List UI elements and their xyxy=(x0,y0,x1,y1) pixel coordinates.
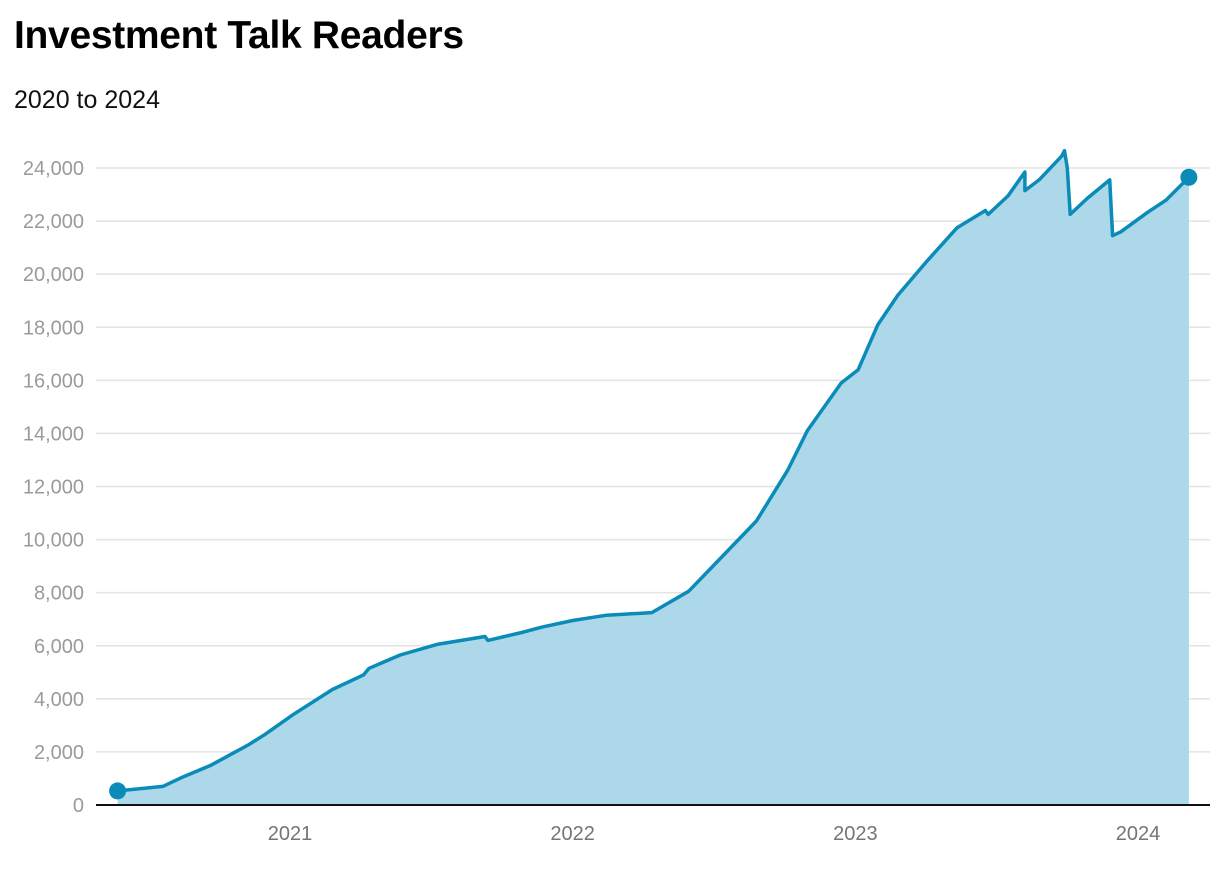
y-axis-ticks: 0 2,000 4,000 6,000 8,000 10,000 12,000 14,000 1… xyxy=(23,158,84,817)
y-tick-label: 8,000 xyxy=(34,583,84,605)
x-tick-label: 2023 xyxy=(833,823,878,845)
y-tick-label: 22,000 xyxy=(23,211,84,233)
area-fill xyxy=(117,150,1189,805)
x-tick-label: 2024 xyxy=(1116,823,1161,845)
endpoint-markers xyxy=(109,168,1198,800)
chart-subtitle: 2020 to 2024 xyxy=(14,86,160,114)
y-tick-label: 24,000 xyxy=(23,158,84,180)
series-line xyxy=(117,148,1191,793)
x-tick-label: 2021 xyxy=(268,823,313,845)
y-tick-label: 0 xyxy=(73,795,84,817)
y-tick-label: 6,000 xyxy=(34,636,84,658)
chart-title: Investment Talk Readers xyxy=(14,14,464,57)
y-tick-label: 2,000 xyxy=(34,742,84,764)
x-axis-ticks: 2021 2022 2023 2024 xyxy=(268,823,1161,845)
y-tick-label: 14,000 xyxy=(23,423,84,445)
x-tick-label: 2022 xyxy=(550,823,595,845)
y-tick-label: 4,000 xyxy=(34,689,84,711)
y-tick-label: 16,000 xyxy=(23,370,84,392)
marker-dot-end xyxy=(1180,168,1198,186)
y-tick-label: 18,000 xyxy=(23,317,84,339)
marker-dot-start xyxy=(109,782,127,800)
y-tick-label: 12,000 xyxy=(23,477,84,499)
y-tick-label: 20,000 xyxy=(23,264,84,286)
y-tick-label: 10,000 xyxy=(23,530,84,552)
